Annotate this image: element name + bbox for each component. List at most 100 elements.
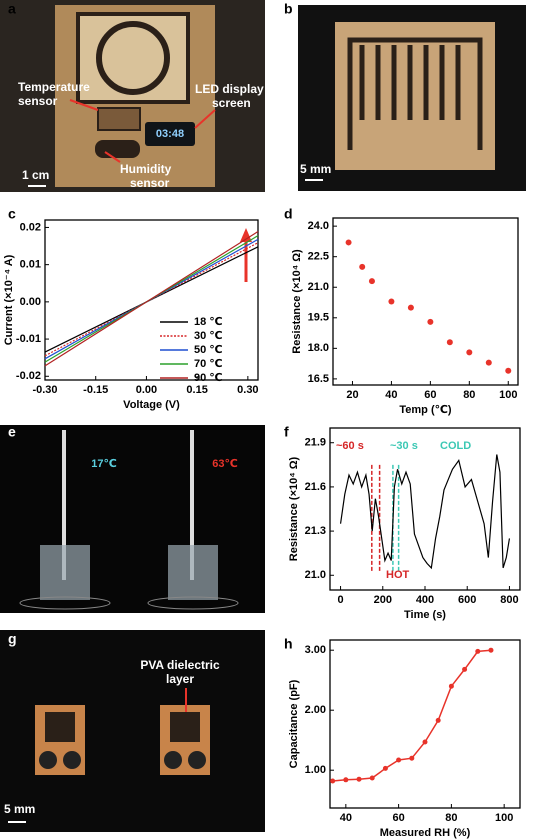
panel-label: f <box>284 424 289 440</box>
panel-label: b <box>284 1 293 17</box>
y-tick-label: 0.00 <box>20 296 41 308</box>
temp-sensor-label: sensor <box>18 94 58 108</box>
annotation: HOT <box>386 569 410 581</box>
y-tick-label: -0.01 <box>16 333 41 345</box>
point <box>485 359 492 366</box>
legend-label: 50 ℃ <box>194 344 223 356</box>
marker <box>475 648 481 654</box>
marker <box>409 755 415 761</box>
point <box>407 304 414 311</box>
marker <box>422 739 428 745</box>
marker <box>462 666 468 672</box>
clock: 03:48 <box>156 128 184 140</box>
y-tick-label: 19.5 <box>308 312 329 324</box>
point <box>505 367 512 374</box>
y-tick-label: 22.5 <box>308 251 329 263</box>
x-tick-label: 60 <box>392 812 404 824</box>
legend-label: 18 ℃ <box>194 316 223 328</box>
marker <box>488 647 494 653</box>
plot-frame <box>329 639 521 809</box>
series-line <box>44 231 259 367</box>
marker <box>343 777 349 783</box>
plot-frame <box>332 217 519 386</box>
photo-g: PVA dielectric layer 5 mm <box>0 630 265 832</box>
photo-e: 17℃ 63℃ <box>0 425 265 613</box>
y-tick-label: 21.0 <box>308 281 329 293</box>
marker <box>356 776 362 782</box>
x-tick-label: 40 <box>385 389 397 401</box>
temp-sensor-label: Temperature <box>18 80 90 94</box>
marker <box>396 757 402 763</box>
y-tick-label: 3.00 <box>305 644 326 656</box>
legend-label: 70 ℃ <box>194 358 223 370</box>
point <box>466 349 473 356</box>
x-tick-label: 0.00 <box>136 384 157 396</box>
point <box>345 239 352 246</box>
point <box>359 263 366 270</box>
temp-label: 63℃ <box>212 458 238 470</box>
humidity-label: Humidity <box>120 162 172 176</box>
y-axis-label: Resistance (×10⁴ Ω) <box>291 249 303 354</box>
marker <box>369 775 375 781</box>
panel-label: h <box>284 636 293 652</box>
annotation: ~30 s <box>390 440 418 452</box>
marker <box>435 717 441 723</box>
annotation: PVA dielectric <box>140 658 220 672</box>
y-axis-label: Current (×10⁻⁴ A) <box>3 254 15 345</box>
point <box>427 318 434 325</box>
plot-frame <box>44 219 259 381</box>
x-tick-label: 200 <box>374 594 392 606</box>
scale-label: 5 mm <box>300 162 331 176</box>
y-tick-label: 21.9 <box>305 437 326 449</box>
y-axis-label: Resistance (×10⁴ Ω) <box>288 456 300 561</box>
x-tick-label: 80 <box>463 389 475 401</box>
marker <box>448 683 454 689</box>
point <box>388 298 395 305</box>
x-tick-label: 100 <box>499 389 517 401</box>
y-axis-label: Capacitance (pF) <box>288 679 300 768</box>
y-tick-label: 0.01 <box>20 259 41 271</box>
annotation: COLD <box>440 440 471 452</box>
panel-label: c <box>8 206 16 222</box>
panel-label: d <box>284 206 293 222</box>
x-tick-label: 0 <box>337 594 343 606</box>
marker <box>382 765 388 771</box>
humidity-label: sensor <box>130 176 170 190</box>
y-tick-label: 18.0 <box>308 342 329 354</box>
x-tick-label: 800 <box>500 594 518 606</box>
panel-label: a <box>8 1 16 17</box>
annotation: ~60 s <box>336 440 364 452</box>
x-axis-label: Time (s) <box>404 609 446 621</box>
series-line <box>332 649 492 782</box>
x-tick-label: 40 <box>340 812 352 824</box>
scale-label: 5 mm <box>4 802 35 816</box>
led-label: screen <box>212 96 251 110</box>
x-tick-label: 400 <box>416 594 434 606</box>
y-tick-label: 21.6 <box>305 481 326 493</box>
x-tick-label: 600 <box>458 594 476 606</box>
x-tick-label: 60 <box>424 389 436 401</box>
y-tick-label: 16.5 <box>308 373 329 385</box>
y-tick-label: 24.0 <box>308 220 329 232</box>
x-tick-label: -0.15 <box>83 384 108 396</box>
x-axis-label: Measured RH (%) <box>380 827 471 839</box>
arrow <box>240 228 252 242</box>
x-tick-label: 0.15 <box>186 384 207 396</box>
y-tick-label: 21.3 <box>305 525 326 537</box>
x-axis-label: Voltage (V) <box>123 399 180 411</box>
marker <box>330 778 336 784</box>
panel-label: g <box>8 631 17 647</box>
panel-label: e <box>8 424 16 440</box>
annotation: layer <box>166 672 194 686</box>
y-tick-label: -0.02 <box>16 370 41 382</box>
scale-label: 1 cm <box>22 168 49 182</box>
x-tick-label: 80 <box>445 812 457 824</box>
photo-b: 5 mm <box>298 5 526 191</box>
point <box>368 278 375 285</box>
led-label: LED display <box>195 82 264 96</box>
legend-label: 30 ℃ <box>194 330 223 342</box>
y-tick-label: 21.0 <box>305 569 326 581</box>
y-tick-label: 1.00 <box>305 764 326 776</box>
x-tick-label: -0.30 <box>32 384 57 396</box>
